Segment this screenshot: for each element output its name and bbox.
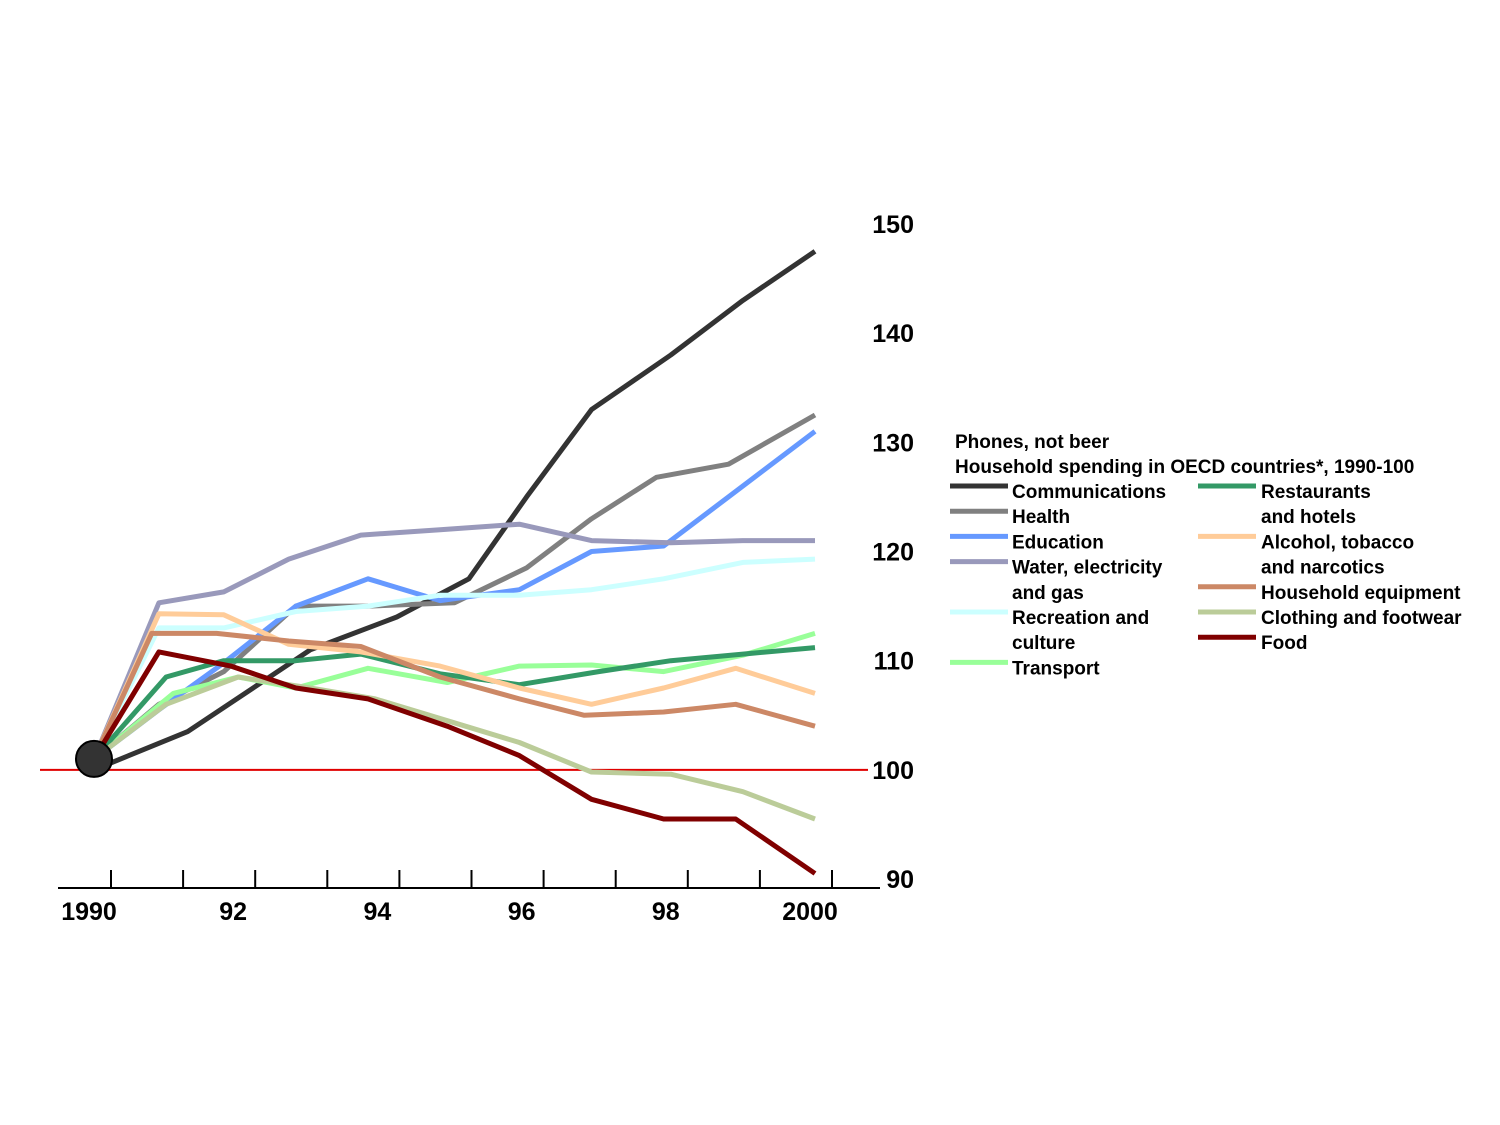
y-tick-label: 100	[872, 757, 914, 785]
x-axis: 1990 92 94 96 98 2000	[58, 870, 880, 926]
series-line-recreation-and-culture	[91, 556, 816, 761]
series-layer	[91, 249, 817, 876]
legend-label: Education	[1012, 532, 1104, 553]
x-tick-label: 94	[363, 898, 391, 926]
chart-title: Phones, not beer	[955, 432, 1110, 453]
series-line-food	[91, 649, 817, 876]
series-line-communications	[93, 249, 817, 773]
series-line-water-electricity-and-gas	[91, 521, 815, 760]
series-line-health	[92, 412, 817, 761]
legend-label: Clothing and footwear	[1261, 608, 1462, 629]
y-tick-label: 130	[872, 429, 914, 457]
legend-label: Communications	[1012, 482, 1166, 503]
legend-label: culture	[1012, 633, 1075, 654]
y-axis: 90 100 110 120 130 140 150	[872, 211, 914, 894]
legend-label: and narcotics	[1261, 558, 1385, 579]
y-tick-label: 150	[872, 211, 914, 239]
legend-label: Restaurants	[1261, 482, 1371, 503]
series-line-clothing-and-footwear	[92, 674, 816, 822]
chart-subtitle: Household spending in OECD countries*, 1…	[955, 457, 1414, 478]
series-line-restaurants-and-hotels	[92, 645, 816, 761]
origin-marker	[75, 739, 113, 778]
series-line-alcohol-tobacco-and-narcotics	[91, 611, 816, 760]
x-tick-label: 1990	[61, 898, 117, 926]
legend-label: Household equipment	[1261, 583, 1461, 604]
x-tick-label: 92	[219, 898, 247, 926]
series-line-household-equipment	[91, 630, 816, 760]
series-line-education	[92, 429, 817, 761]
legend-label: Alcohol, tobacco	[1261, 532, 1414, 553]
legend-label: Health	[1012, 507, 1070, 528]
legend-items: Communications Health Education Water, elec…	[950, 482, 1462, 679]
legend-label: Transport	[1012, 658, 1100, 679]
x-tick-label: 96	[508, 898, 536, 926]
y-tick-label: 90	[886, 866, 914, 894]
legend-label: Food	[1261, 633, 1307, 654]
legend: Phones, not beer Household spending in O…	[950, 432, 1462, 679]
legend-label: and hotels	[1261, 507, 1356, 528]
y-tick-label: 120	[872, 539, 914, 567]
series-line-transport	[92, 631, 816, 761]
x-tick-label: 2000	[782, 898, 838, 926]
y-tick-label: 110	[874, 648, 914, 676]
y-tick-label: 140	[872, 320, 914, 348]
legend-label: and gas	[1012, 583, 1084, 604]
legend-label: Water, electricity	[1012, 558, 1163, 579]
x-tick-label: 98	[652, 898, 680, 926]
legend-label: Recreation and	[1012, 608, 1149, 629]
origin-marker-layer	[75, 739, 113, 778]
